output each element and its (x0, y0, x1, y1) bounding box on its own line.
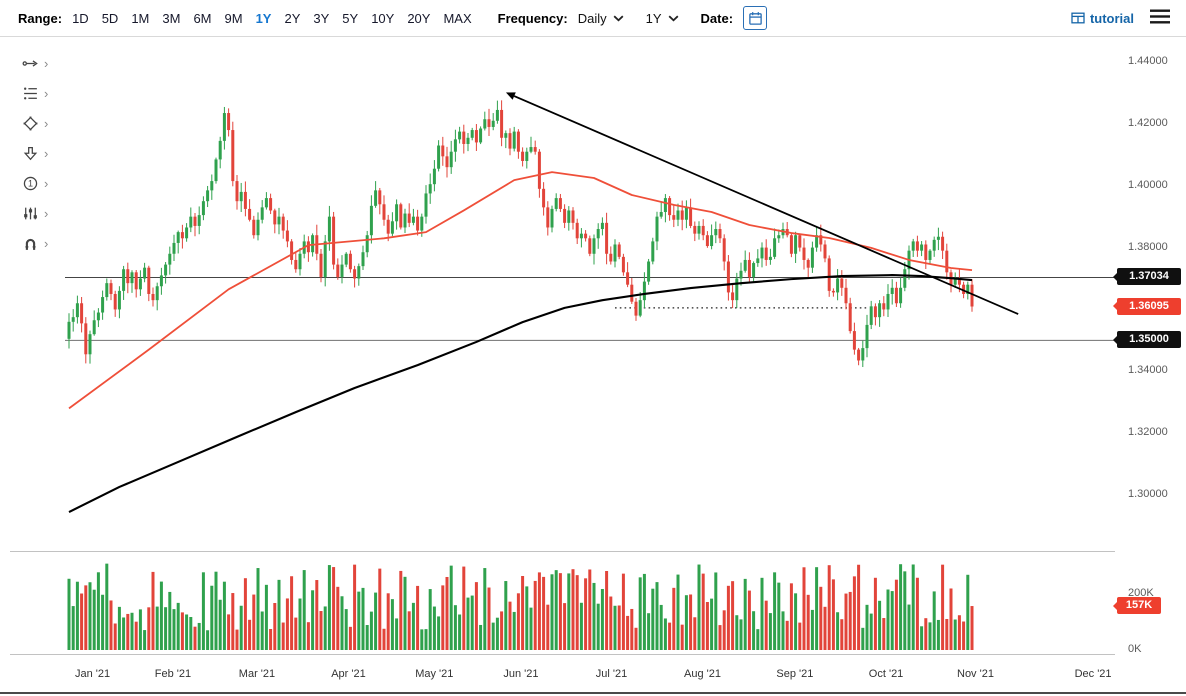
calendar-icon (748, 11, 762, 25)
range-option-3m[interactable]: 3M (162, 10, 181, 26)
y-axis-tick: 1.38000 (1128, 240, 1168, 253)
range-option-9m[interactable]: 9M (224, 10, 243, 26)
range-label: Range: (18, 10, 63, 26)
chevron-right-icon[interactable]: › (44, 176, 49, 191)
chevron-right-icon[interactable]: › (44, 56, 49, 71)
chevron-down-icon (668, 15, 678, 22)
x-axis-label: Dec '21 (1074, 668, 1112, 680)
drawing-tools-sidebar: › › › › 1 › › › (22, 55, 48, 252)
volume-axis-tick: 0K (1128, 643, 1142, 655)
period-value: 1Y (645, 10, 662, 26)
numbered-annotation-tool[interactable]: 1 › (22, 175, 48, 192)
toolbar: Range: 1D 5D 1M 3M 6M 9M 1Y 2Y 3Y 5Y 10Y 20Y MAX Fre… (0, 0, 1186, 37)
ma_fast-line (68, 171, 973, 410)
x-axis-label: Mar '21 (238, 668, 276, 680)
svg-text:1: 1 (28, 179, 33, 189)
range-option-max[interactable]: MAX (443, 10, 472, 26)
table-grid-icon (1071, 12, 1085, 24)
hamburger-menu-button[interactable] (1148, 7, 1172, 29)
range-option-10y[interactable]: 10Y (371, 10, 395, 26)
x-axis-label: Apr '21 (331, 668, 366, 680)
x-axis-label: Nov '21 (957, 668, 994, 680)
fibonacci-levels-icon (24, 87, 37, 100)
magnet-snap-icon (25, 238, 36, 250)
volume-panel-bottom-divider (10, 654, 1115, 655)
x-axis-label: Feb '21 (154, 668, 192, 680)
frequency-value: Daily (577, 10, 607, 26)
range-option-20y[interactable]: 20Y (407, 10, 431, 26)
chevron-right-icon[interactable]: › (44, 116, 49, 131)
period-dropdown[interactable]: 1Y (646, 11, 679, 26)
ma_slow-line (68, 274, 973, 513)
chevron-right-icon[interactable]: › (44, 236, 49, 251)
x-axis-label: Sep '21 (776, 668, 814, 680)
candlestick-series (67, 100, 974, 368)
x-axis-label: Jun '21 (503, 668, 539, 680)
range-selector: 1D 5D 1M 3M 6M 9M 1Y 2Y 3Y 5Y 10Y 20Y MAX (72, 11, 472, 26)
frequency-label: Frequency: (497, 10, 568, 26)
toolbar-right: tutorial (1071, 7, 1172, 29)
chevron-right-icon[interactable]: › (44, 86, 49, 101)
volume-chart[interactable] (65, 552, 1115, 655)
range-option-3y[interactable]: 3Y (313, 10, 330, 26)
x-axis-label: Jul '21 (595, 668, 628, 680)
chevron-right-icon[interactable]: › (44, 206, 49, 221)
chevron-right-icon[interactable]: › (44, 146, 49, 161)
x-axis-label: Oct '21 (868, 668, 904, 680)
trendline-icon (22, 60, 38, 67)
numbered-annotation-icon: 1 (23, 176, 38, 191)
window-bottom-edge (0, 692, 1186, 694)
last-volume-badge: 157K (1113, 597, 1161, 615)
date-label: Date: (700, 10, 734, 26)
range-option-5d[interactable]: 5D (101, 10, 119, 26)
magnet-snap-tool[interactable]: › (22, 235, 48, 252)
range-option-1d[interactable]: 1D (72, 10, 89, 26)
range-option-1y[interactable]: 1Y (255, 10, 272, 26)
price-line-badge-support: 1.35000 (1113, 331, 1181, 349)
y-axis-tick: 1.44000 (1128, 55, 1168, 67)
volume-panel-divider (10, 551, 1115, 552)
trendline-tool[interactable]: › (22, 55, 48, 72)
descending-trendline (505, 92, 1019, 315)
chevron-down-icon (613, 15, 624, 22)
shapes-icon (23, 116, 38, 131)
arrow-marker-icon (23, 147, 38, 161)
brand-text: tutorial (1089, 10, 1134, 26)
x-axis-label: May '21 (415, 668, 454, 680)
volume-bars (67, 563, 974, 650)
hamburger-icon (1150, 9, 1170, 24)
range-option-2y[interactable]: 2Y (284, 10, 301, 26)
x-axis-label: Aug '21 (684, 668, 721, 680)
y-axis-tick: 1.34000 (1128, 364, 1168, 377)
y-axis-tick: 1.30000 (1128, 488, 1168, 500)
x-axis-label: Jan '21 (75, 668, 111, 680)
range-option-5y[interactable]: 5Y (342, 10, 359, 26)
price-chart[interactable] (65, 45, 1115, 550)
last-price-badge: 1.36095 (1113, 297, 1181, 315)
date-picker-button[interactable] (743, 6, 768, 30)
volume-axis-tick: 200K (1128, 587, 1154, 599)
shapes-tool[interactable]: › (22, 115, 48, 132)
fibonacci-levels-tool[interactable]: › (22, 85, 48, 102)
y-axis-tick: 1.32000 (1128, 426, 1168, 439)
y-axis-tick: 1.42000 (1128, 116, 1168, 129)
indicators-icon (24, 207, 37, 220)
arrow-marker-tool[interactable]: › (22, 145, 48, 162)
brand-link[interactable]: tutorial (1071, 11, 1134, 26)
indicators-tool[interactable]: › (22, 205, 48, 222)
y-axis-tick: 1.40000 (1128, 178, 1168, 191)
range-option-1m[interactable]: 1M (131, 10, 150, 26)
range-option-6m[interactable]: 6M (193, 10, 212, 26)
price-line-badge-resistance: 1.37034 (1113, 268, 1181, 286)
frequency-dropdown[interactable]: Daily (578, 11, 624, 26)
